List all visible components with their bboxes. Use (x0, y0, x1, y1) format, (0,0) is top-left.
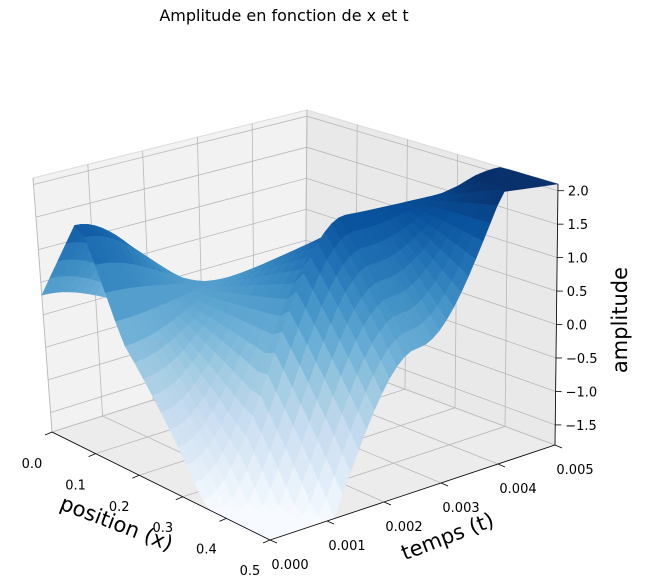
z-tick-label: −0.5 (566, 352, 598, 367)
x-tick-label: 0.4 (196, 543, 217, 558)
x-tick-mark (88, 453, 96, 457)
x-tick-mark (132, 474, 140, 479)
z-tick-label: −1.0 (566, 385, 598, 400)
z-axis-line (554, 183, 559, 446)
z-tick-label: 2.0 (568, 185, 589, 200)
x-tick-mark (175, 496, 183, 501)
z-tick-label: 0.5 (567, 285, 588, 300)
x-tick-mark (219, 518, 227, 522)
y-tick-label: 0.000 (271, 558, 308, 573)
x-tick-label: 0.1 (65, 478, 86, 493)
y-tick-label: 0.005 (556, 463, 593, 478)
z-grid-line (33, 115, 559, 192)
z-tick-label: −1.5 (565, 419, 597, 434)
x-tick-label: 0.0 (22, 457, 43, 472)
x-tick-label: 0.5 (240, 564, 261, 579)
y-tick-label: 0.004 (499, 482, 536, 497)
y-tick-label: 0.003 (442, 501, 479, 516)
surface (41, 167, 559, 541)
x-tick-mark (262, 539, 271, 544)
axis-lines (51, 183, 559, 541)
x-tick-label: 0.2 (109, 500, 130, 515)
y-tick-mark (554, 444, 563, 449)
tick-labels: 0.0 0.1 0.2 0.3 0.4 0.5 0.000 0.001 0.002 0.003 0.… (22, 185, 598, 579)
x-tick-label: 0.3 (152, 521, 173, 536)
y-axis-line (269, 444, 556, 541)
y-tick-label: 0.001 (328, 539, 365, 554)
z-tick-label: 1.0 (567, 252, 588, 267)
y-tick-mark (269, 539, 278, 544)
z-axis-label: amplitude (608, 267, 632, 373)
chart-title: Amplitude en fonction de x et t (159, 6, 408, 25)
y-tick-mark (497, 463, 506, 468)
x-tick-mark (44, 431, 53, 436)
z-tick-label: 0.0 (566, 319, 587, 334)
y-tick-mark (440, 482, 449, 487)
y-tick-label: 0.002 (385, 520, 422, 535)
y-grid-line (32, 177, 53, 433)
y-axis-label: temps (t) (398, 508, 497, 565)
x-axis-line (51, 431, 271, 541)
y-tick-mark (326, 520, 335, 525)
y-tick-mark (383, 501, 392, 506)
z-tick-label: 1.5 (568, 218, 589, 233)
